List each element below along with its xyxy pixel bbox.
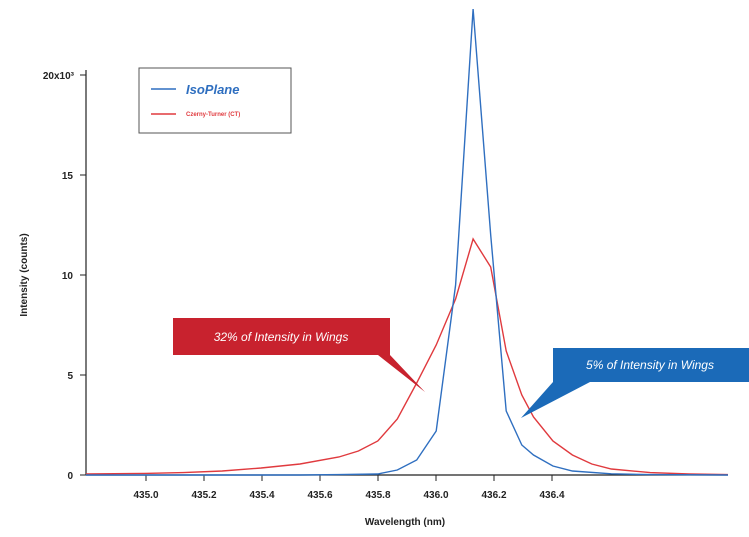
x-tick-label-435-4: 435.4 (249, 490, 274, 501)
series-line-czerny-turner (85, 237, 729, 476)
x-axis-label: Wavelength (nm) (365, 517, 445, 528)
y-tick-label-20: 20x10³ (43, 71, 75, 82)
legend-box (138, 67, 292, 134)
y-tick-label-15: 15 (62, 171, 74, 182)
x-ticks: 435.0 435.2 435.4 435.6 435.8 436.0 436.… (133, 475, 565, 501)
red-callout-shape (173, 318, 425, 392)
red-callout-text: 32% of Intensity in Wings (214, 330, 349, 344)
y-tick-label-10: 10 (62, 271, 74, 282)
legend-label-czerny-turner: Czerny-Turner (CT) (186, 112, 240, 118)
red-callout: 32% of Intensity in Wings (173, 318, 425, 392)
x-tick-label-436-4: 436.4 (539, 490, 564, 501)
x-tick-label-435-0: 435.0 (133, 490, 158, 501)
blue-callout-text: 5% of Intensity in Wings (586, 358, 714, 372)
blue-callout-shape (521, 348, 749, 418)
y-axis-label: Intensity (counts) (19, 233, 30, 316)
blue-callout: 5% of Intensity in Wings (521, 348, 749, 418)
legend: IsoPlane Czerny-Turner (CT) (138, 67, 292, 134)
legend-label-isoplane: IsoPlane (186, 82, 239, 97)
y-tick-label-5: 5 (67, 371, 73, 382)
x-tick-label-435-8: 435.8 (365, 490, 390, 501)
x-tick-label-435-2: 435.2 (191, 490, 216, 501)
series-line-isoplane (86, 8, 729, 476)
y-ticks: 0 5 10 15 20x10³ (43, 71, 86, 482)
x-tick-label-435-6: 435.6 (307, 490, 332, 501)
x-tick-label-436-0: 436.0 (423, 490, 448, 501)
x-tick-label-436-2: 436.2 (481, 490, 506, 501)
y-tick-label-0: 0 (67, 471, 73, 482)
